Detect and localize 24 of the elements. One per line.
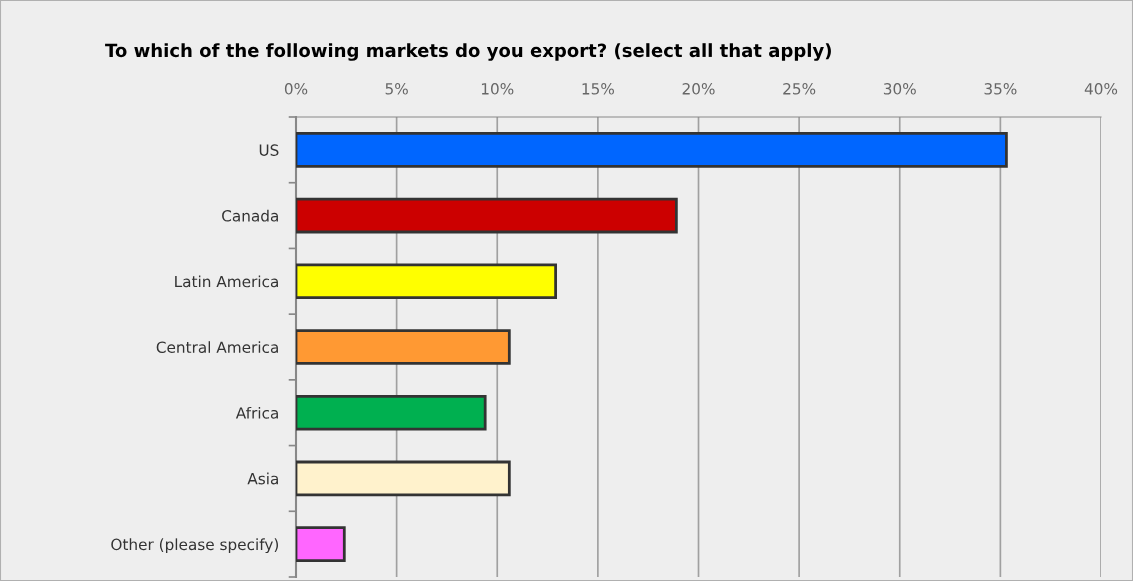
- y-tick-label: US: [259, 144, 279, 156]
- bar: [296, 526, 346, 562]
- bar: [296, 197, 678, 234]
- bar: [296, 132, 1008, 168]
- x-tick-label: 5%: [385, 83, 408, 95]
- y-tick-label: Africa: [235, 406, 278, 419]
- x-tick-label: 0%: [284, 83, 308, 95]
- y-tick-label: Central America: [156, 341, 278, 354]
- x-tick-label: 35%: [984, 83, 1017, 95]
- y-tick-label: Asia: [247, 472, 278, 485]
- bar: [296, 263, 557, 300]
- bar: [296, 394, 487, 431]
- x-tick-label: 20%: [682, 83, 715, 95]
- x-tick-label: 40%: [1084, 83, 1118, 95]
- x-tick-label: 25%: [783, 83, 816, 95]
- y-tick-label: Canada: [222, 209, 278, 222]
- bar: [296, 460, 511, 497]
- x-tick-label: 30%: [883, 83, 916, 95]
- x-tick-label: 15%: [582, 83, 615, 95]
- y-tick-label: Latin America: [175, 275, 278, 288]
- chart-title: To which of the following markets do you export? (select all that apply): [105, 43, 831, 61]
- x-tick-label: 10%: [481, 83, 514, 95]
- y-tick-label: Other (please specify): [111, 538, 279, 554]
- bar: [296, 329, 511, 365]
